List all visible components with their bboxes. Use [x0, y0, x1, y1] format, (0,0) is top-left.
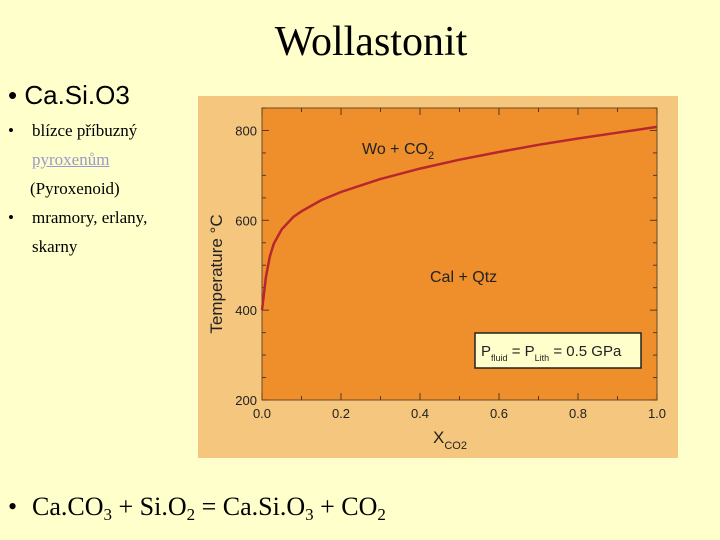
pyroxene-link[interactable]: pyroxenům: [32, 150, 110, 169]
x-tick-label: 0.0: [253, 406, 271, 421]
x-tick-label: 1.0: [648, 406, 666, 421]
x-axis-label: XCO2: [433, 428, 467, 452]
y-tick-label: 400: [235, 303, 257, 318]
list-item: pyroxenům: [8, 145, 147, 174]
formula-bullet: • Ca.Si.O3: [8, 80, 130, 110]
bullet-dot: •: [8, 208, 14, 227]
pressure-label: Pfluid = PLith = 0.5 GPa: [481, 343, 622, 363]
reaction-equation: • Ca.CO3 + Si.O2 = Ca.Si.O3 + CO2: [8, 492, 386, 524]
y-tick-label: 800: [235, 123, 257, 138]
bullet-dot: •: [8, 121, 14, 140]
list-item-text: mramory, erlany,: [32, 208, 148, 227]
x-tick-label: 0.6: [490, 406, 508, 421]
list-item: • mramory, erlany,: [8, 203, 147, 232]
bullet-list: • blízce příbuzný pyroxenům (Pyroxenoid) …: [8, 116, 147, 261]
list-item-text: (Pyroxenoid): [30, 179, 120, 198]
list-item: skarny: [8, 232, 147, 261]
y-tick-label: 600: [235, 213, 257, 228]
list-item: • blízce příbuzný: [8, 116, 147, 145]
field-label-wo-co2: Wo + CO2: [362, 141, 434, 162]
field-label-cal-qtz: Cal + Qtz: [430, 269, 497, 286]
pressure-box: [474, 332, 642, 369]
y-axis-label: Temperature °C: [207, 214, 226, 333]
equilibrium-curve: [260, 125, 658, 311]
x-tick-label: 0.2: [332, 406, 350, 421]
x-tick-label: 0.4: [411, 406, 429, 421]
bullet-dot: •: [8, 492, 18, 521]
list-item-text: skarny: [32, 237, 78, 256]
list-item: (Pyroxenoid): [8, 174, 147, 203]
slide-title: Wollastonit: [274, 19, 468, 65]
y-tick-label: 200: [235, 393, 257, 408]
x-tick-label: 0.8: [569, 406, 587, 421]
list-item-text: blízce příbuzný: [32, 121, 138, 140]
